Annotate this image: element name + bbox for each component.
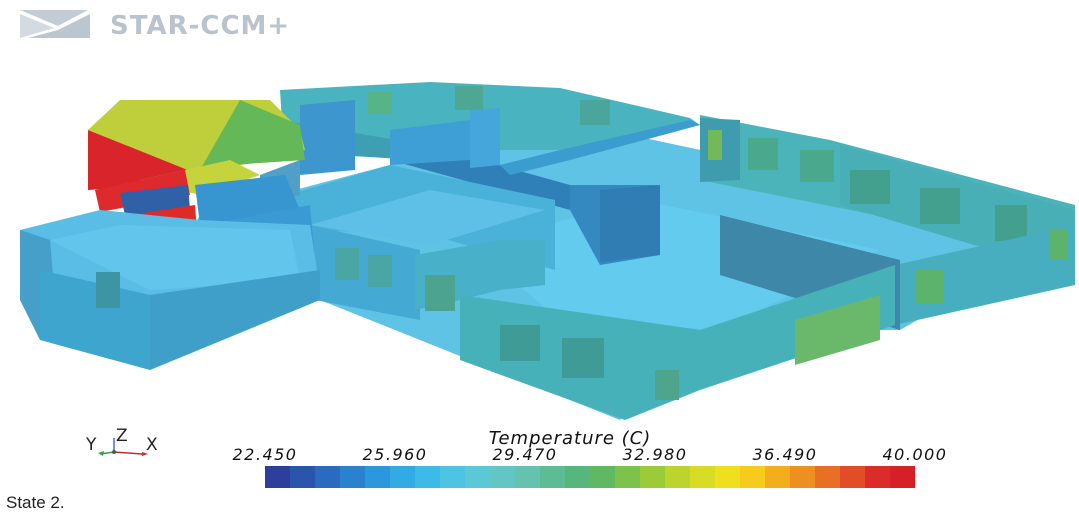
y-axis-label: Y xyxy=(86,435,97,455)
colorbar-swatch xyxy=(565,466,590,488)
front-window xyxy=(562,338,604,378)
right-window xyxy=(915,270,943,304)
legend-tick-label: 22.450 xyxy=(232,445,298,464)
colorbar-swatch xyxy=(865,466,890,488)
logo-mark-icon xyxy=(20,10,90,38)
interior-wall xyxy=(500,120,700,175)
caption-text: State 2. xyxy=(6,493,65,512)
back-window xyxy=(455,86,483,110)
legend-tick-label: 40.000 xyxy=(882,445,948,464)
right-window xyxy=(850,170,890,204)
left-room-floor xyxy=(50,225,300,290)
colorbar-swatch xyxy=(390,466,415,488)
star-ccm-logo: STAR-CCM+ xyxy=(18,6,358,42)
legend-tick-label: 32.980 xyxy=(622,445,688,464)
right-window xyxy=(1050,230,1068,260)
front-wall xyxy=(460,265,895,420)
mid-window xyxy=(368,255,392,287)
right-window xyxy=(748,138,778,170)
colorbar-swatch xyxy=(690,466,715,488)
back-window xyxy=(368,92,392,114)
caption-box: State 2. xyxy=(0,490,132,517)
colorbar-swatch xyxy=(365,466,390,488)
left-room-right xyxy=(150,270,320,370)
left-window xyxy=(96,272,120,308)
colorbar-swatch xyxy=(815,466,840,488)
z-axis-label: Z xyxy=(116,426,128,446)
mid-room-floor xyxy=(310,190,545,245)
colorbar-swatch xyxy=(615,466,640,488)
interior-wall xyxy=(300,100,355,175)
right-window xyxy=(995,205,1027,241)
logo-text: STAR-CCM+ xyxy=(110,11,291,41)
colorbar-swatch xyxy=(715,466,740,488)
colorbar-swatch xyxy=(590,466,615,488)
colorbar-swatch xyxy=(290,466,315,488)
colorbar-swatch xyxy=(490,466,515,488)
colorbar-swatch xyxy=(540,466,565,488)
colorbar-swatch xyxy=(440,466,465,488)
legend-ticks: 22.450 25.960 29.470 32.980 36.490 40.00… xyxy=(200,445,980,467)
front-window xyxy=(500,325,540,361)
back-window xyxy=(580,100,610,125)
colorbar-swatch xyxy=(315,466,340,488)
legend-tick-label: 25.960 xyxy=(362,445,428,464)
colorbar-swatch xyxy=(790,466,815,488)
axes-triad: Y Z X xyxy=(80,428,170,464)
temperature-colorbar xyxy=(265,466,915,488)
thermal-building-view[interactable] xyxy=(0,0,1079,440)
center-window xyxy=(425,275,455,311)
colorbar-swatch xyxy=(840,466,865,488)
mid-window xyxy=(335,248,359,280)
colorbar-swatch xyxy=(765,466,790,488)
right-window xyxy=(920,188,960,224)
legend-tick-label: 36.490 xyxy=(752,445,818,464)
interior-wall xyxy=(390,120,470,165)
colorbar-swatch xyxy=(890,466,915,488)
colorbar-swatch xyxy=(515,466,540,488)
x-axis-label: X xyxy=(146,435,158,455)
front-window xyxy=(795,295,880,365)
hot-room-back-green xyxy=(200,100,305,170)
colorbar-swatch xyxy=(415,466,440,488)
colorbar-swatch xyxy=(340,466,365,488)
colorbar-swatch xyxy=(465,466,490,488)
right-window xyxy=(800,150,834,182)
hot-block xyxy=(120,185,190,215)
front-window xyxy=(655,370,679,400)
interior-wall xyxy=(600,185,660,262)
right-window xyxy=(708,130,722,160)
colorbar-swatch xyxy=(665,466,690,488)
colorbar-swatch xyxy=(640,466,665,488)
left-room-front xyxy=(40,270,150,370)
legend-title: Temperature (C) xyxy=(488,428,652,449)
colorbar-swatch xyxy=(740,466,765,488)
colorbar-swatch xyxy=(265,466,290,488)
axis-triad-icon xyxy=(98,438,148,456)
interior-wall xyxy=(470,108,500,168)
legend-tick-label: 29.470 xyxy=(492,445,558,464)
